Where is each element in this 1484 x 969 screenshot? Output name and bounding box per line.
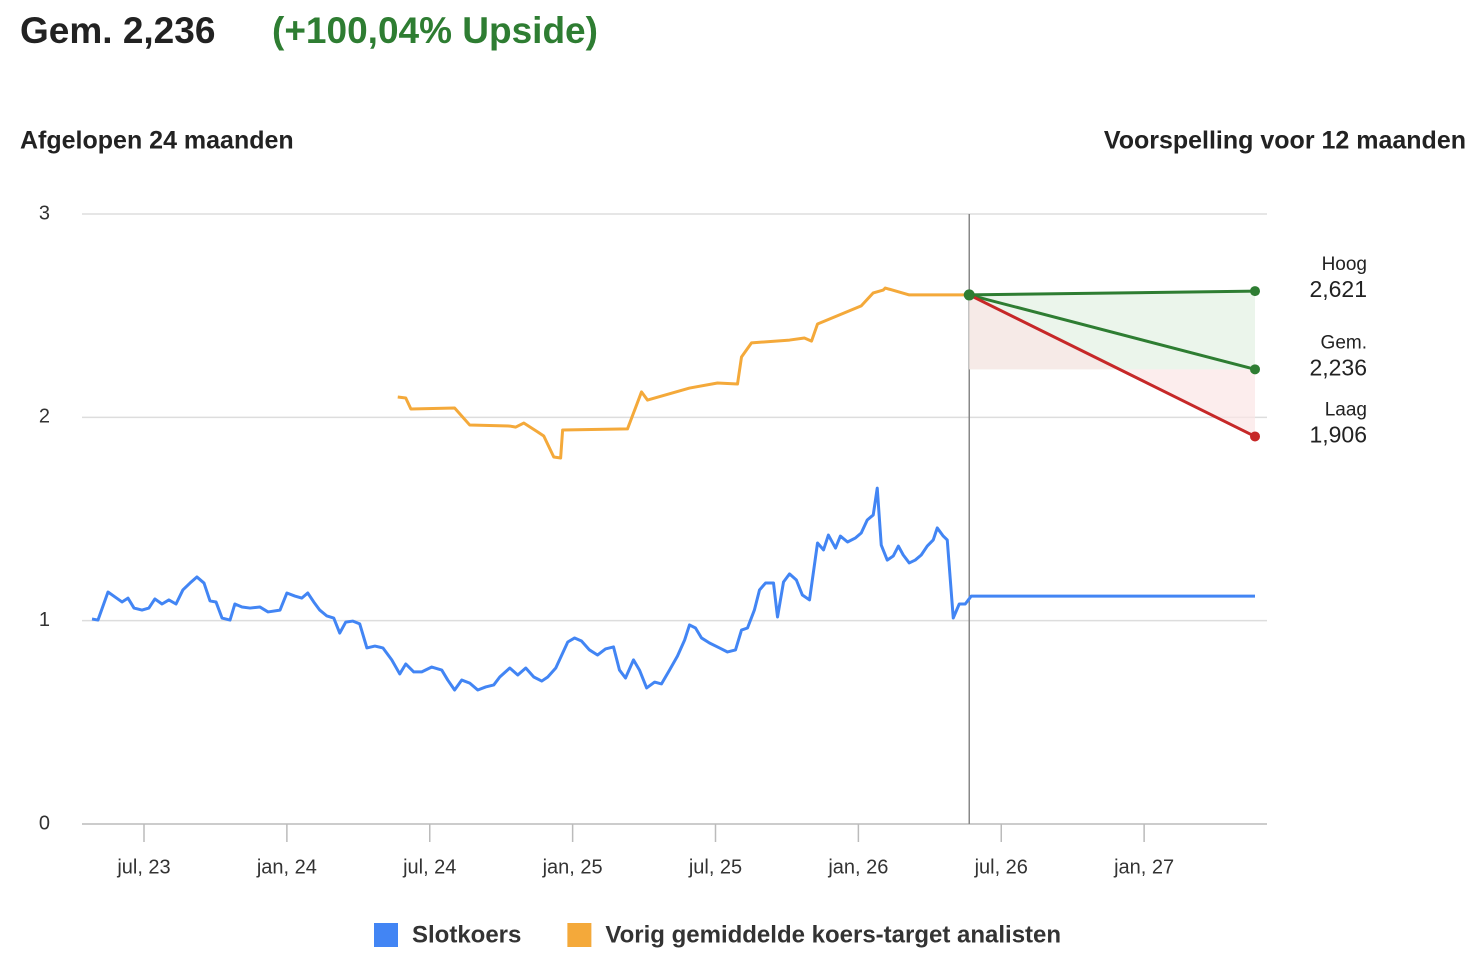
forecast-value: 2,236 [1309,354,1367,380]
y-tick-label: 0 [39,812,50,834]
line-series [397,286,970,460]
x-tick-label: jul, 23 [116,856,170,878]
legend-label: Slotkoers [412,921,521,948]
chart-subtitle: (+100,04% Upside) [272,10,598,51]
forecast-name: Gem. [1321,332,1367,353]
chart-title: Gem. 2,236 [20,10,215,51]
x-tick-label: jul, 25 [688,856,742,878]
forecast-line [968,293,1256,438]
legend-swatch [374,923,398,947]
section-label: Afgelopen 24 maanden [20,127,294,155]
legend-label: Vorig gemiddelde koers-target analisten [605,921,1061,948]
forecast-point [1249,364,1260,375]
x-tick-label: jan, 25 [542,856,603,878]
forecast-name: Laag [1325,399,1367,420]
x-tick-label: jul, 24 [402,856,456,878]
forecast-line [969,289,1256,297]
forecast-value: 2,621 [1309,276,1367,302]
forecast-name: Hoog [1322,254,1367,275]
x-tick-label: jan, 24 [256,856,317,878]
forecast-point [1249,286,1260,297]
y-tick-label: 3 [39,202,50,224]
legend-swatch [567,923,592,947]
forecast-line [968,293,1256,371]
y-tick-label: 2 [39,406,50,428]
section-label: Voorspelling voor 12 maanden [1104,127,1466,155]
y-tick-label: 1 [39,609,50,631]
forecast-point [1249,431,1260,442]
x-tick-label: jan, 27 [1113,856,1174,878]
forecast-value: 1,906 [1309,422,1367,448]
forecast-start [963,289,975,301]
line-series [91,486,1255,692]
x-tick-label: jan, 26 [827,856,888,878]
x-tick-label: jul, 26 [974,856,1028,878]
